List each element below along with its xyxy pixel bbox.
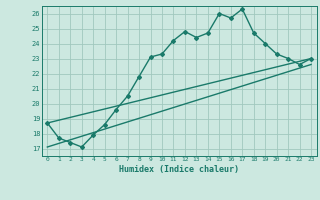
X-axis label: Humidex (Indice chaleur): Humidex (Indice chaleur): [119, 165, 239, 174]
